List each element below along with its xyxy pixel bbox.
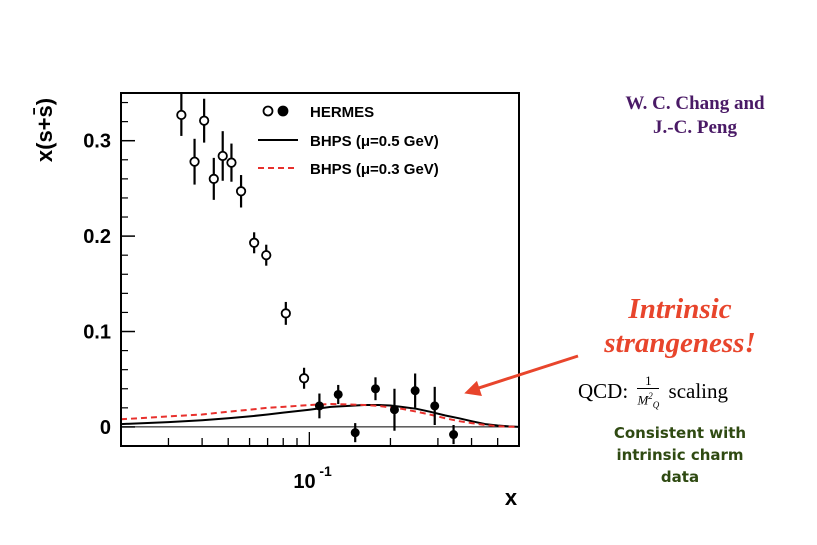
qcd-den-sub: Q [652, 399, 660, 410]
intrinsic-line-2: strangeness! [604, 327, 756, 359]
legend-label: HERMES [310, 104, 374, 121]
bhps-05-curve [121, 404, 519, 428]
filled-data-point [389, 405, 399, 415]
legend-label: BHPS (μ=0.3 GeV) [310, 161, 439, 178]
open-data-point [208, 173, 219, 184]
annotation-arrow-head [464, 380, 482, 397]
qcd-numerator: 1 [637, 374, 660, 389]
consistent-line-2: intrinsic charm [616, 446, 744, 464]
filled-data-point [333, 389, 343, 399]
intrinsic-strangeness-label: Intrinsic strangeness! [560, 292, 800, 360]
qcd-suffix: scaling [668, 378, 729, 403]
open-data-point [189, 156, 200, 167]
authors: W. C. Chang and J.-C. Peng [590, 92, 800, 140]
consistent-line-1: Consistent with [613, 424, 747, 442]
open-data-point [280, 308, 291, 319]
y-tick-label: 0.2 [83, 226, 111, 248]
authors-line-2: J.-C. Peng [653, 117, 737, 138]
annotation-arrow-shaft [473, 354, 579, 391]
open-data-point [261, 250, 272, 261]
filled-data-point [449, 430, 459, 440]
open-data-point [226, 157, 237, 168]
x-axis-label: x [505, 485, 518, 510]
filled-data-point [430, 401, 440, 411]
filled-data-point [314, 401, 324, 411]
x-tick-label-exp: -1 [319, 463, 332, 479]
open-data-point [249, 237, 260, 248]
open-data-point [217, 150, 228, 162]
legend-open-circle [262, 105, 274, 117]
qcd-den-base: M [637, 392, 649, 408]
bhps-03-curve [121, 402, 519, 428]
qcd-fraction: 1 M2Q [637, 374, 660, 412]
consistent-line-3: data [660, 468, 700, 486]
consistent-note: Consistent with intrinsic charm data [580, 422, 780, 488]
qcd-denominator: M2Q [637, 389, 659, 412]
open-data-point [235, 186, 247, 197]
legend-label: BHPS (μ=0.5 GeV) [310, 133, 439, 150]
x-tick-label-base: 10 [293, 471, 315, 493]
y-tick-label: 0.1 [83, 322, 111, 344]
open-data-point [298, 373, 310, 384]
qcd-den-sup: 2 [648, 391, 653, 401]
legend-filled-circle [277, 105, 289, 117]
intrinsic-line-1: Intrinsic [628, 293, 732, 325]
qcd-scaling-label: QCD: 1 M2Q scaling [578, 374, 798, 412]
y-axis-label: x(s+s̄) [32, 98, 57, 162]
authors-line-1: W. C. Chang and [625, 93, 765, 114]
filled-data-point [350, 428, 360, 438]
open-data-point [176, 109, 187, 121]
open-data-point [199, 115, 210, 126]
filled-data-point [410, 386, 420, 396]
y-tick-label: 0.3 [83, 131, 111, 153]
y-tick-label: 0 [100, 417, 111, 439]
plot-frame [120, 92, 520, 447]
filled-data-point [370, 384, 380, 394]
qcd-prefix: QCD: [578, 378, 629, 403]
